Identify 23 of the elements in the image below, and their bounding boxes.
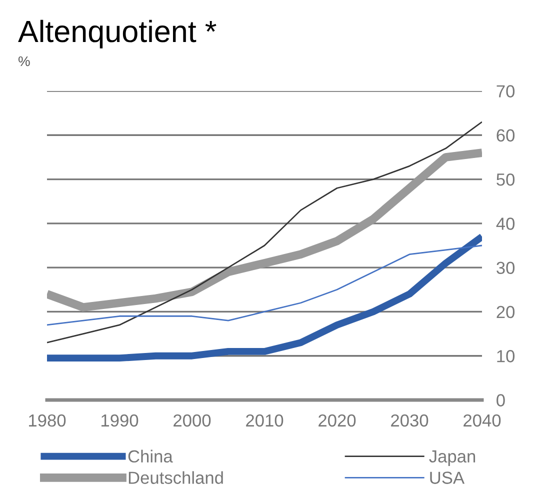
y-tick-label: 10 [497, 350, 515, 362]
y-axis-title: % [18, 56, 30, 66]
legend-label: USA [430, 472, 465, 484]
line-series [47, 244, 482, 326]
legend-label: Japan [429, 450, 476, 466]
y-tick-label: 60 [496, 129, 515, 142]
x-tick-label: 1980 [29, 414, 66, 427]
x-tick-label: 2020 [318, 414, 356, 427]
legend-label: China [128, 450, 173, 463]
x-tick-label: 2040 [464, 414, 501, 427]
x-tick-label: 2010 [246, 414, 284, 427]
y-tick-label: 0 [496, 394, 505, 406]
x-tick-label: 1990 [102, 414, 138, 427]
x-tick-label: 2030 [391, 414, 428, 427]
x-tick-label: 2000 [174, 414, 211, 427]
y-tick-label: 50 [496, 173, 515, 186]
y-tick-label: 40 [496, 218, 515, 230]
y-tick-label: 70 [496, 85, 515, 98]
y-tick-label: 30 [496, 262, 515, 274]
legend-label: Deutschland [128, 471, 223, 484]
chart-title: Altenquotient * [18, 20, 216, 48]
y-tick-label: 20 [496, 306, 515, 318]
line-series [47, 121, 482, 344]
